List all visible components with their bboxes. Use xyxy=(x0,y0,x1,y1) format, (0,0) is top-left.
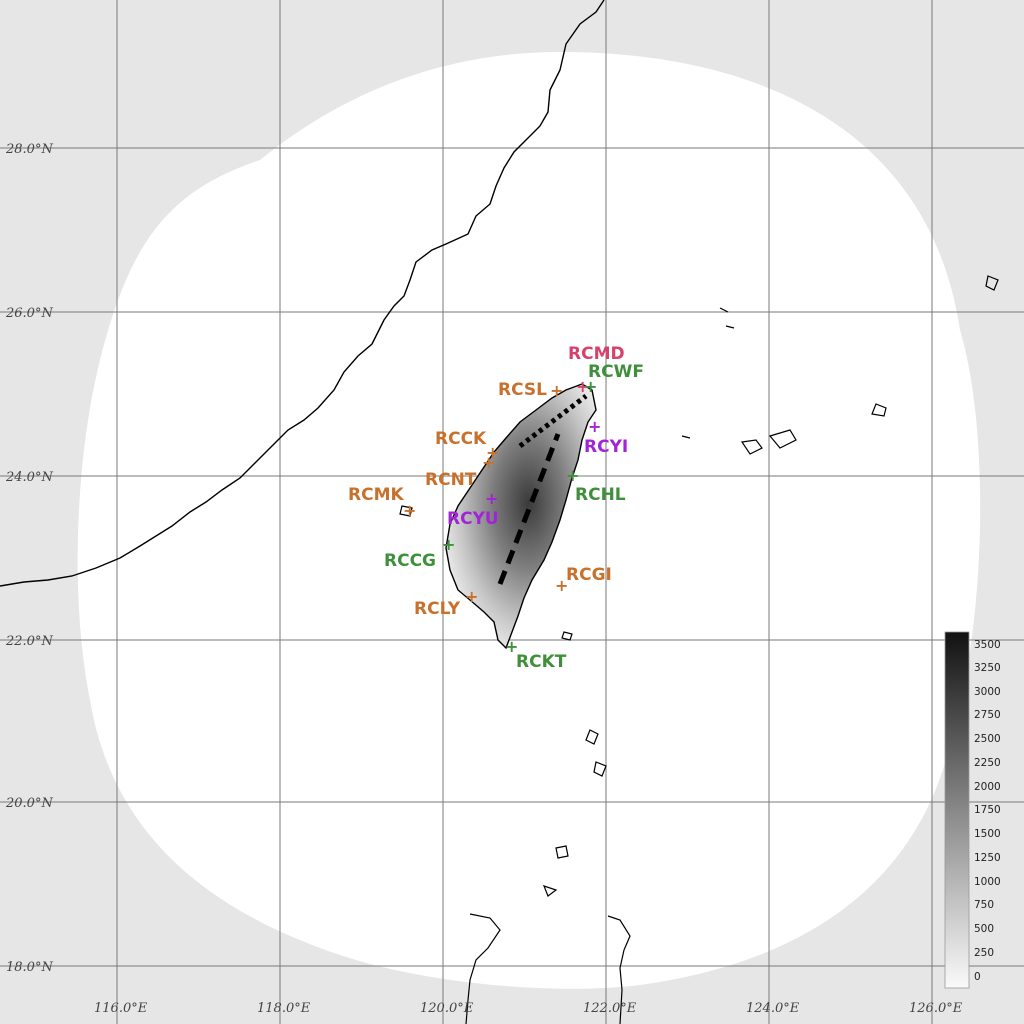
station-label-rcwf: RCWF xyxy=(588,362,644,382)
cb-tick-0: 0 xyxy=(974,971,981,983)
station-markers: RCMD + RCWF + RCSL + + RCYI RCCK + RCNT … xyxy=(348,344,644,672)
station-label-rckt: RCKT xyxy=(516,652,567,672)
lat-label-28: 28.0°N xyxy=(5,142,53,157)
cb-tick-2750: 2750 xyxy=(974,709,1001,721)
station-label-rcnt: RCNT xyxy=(425,470,477,490)
station-label-rcck: RCCK xyxy=(435,429,487,449)
station-label-rcly: RCLY xyxy=(414,599,461,619)
lat-label-24: 24.0°N xyxy=(5,470,53,485)
cb-tick-2000: 2000 xyxy=(974,781,1001,793)
lon-label-122: 122.0°E xyxy=(583,1001,637,1016)
lat-label-20: 20.0°N xyxy=(5,796,53,811)
cb-tick-3250: 3250 xyxy=(974,662,1001,674)
station-marker-rchl: + xyxy=(566,466,579,485)
mainland-coastline xyxy=(0,0,605,587)
mainland-small-peninsula xyxy=(465,913,631,1024)
cb-tick-3000: 3000 xyxy=(974,686,1001,698)
station-marker-rcgi: + xyxy=(555,576,568,595)
cb-tick-250: 250 xyxy=(974,947,994,959)
station-label-rcsl: RCSL xyxy=(498,380,547,400)
cb-tick-2250: 2250 xyxy=(974,757,1001,769)
cb-tick-1750: 1750 xyxy=(974,804,1001,816)
station-marker-rccg: + xyxy=(442,535,455,554)
lon-label-116: 116.0°E xyxy=(94,1001,148,1016)
lon-label-124: 124.0°E xyxy=(746,1001,800,1016)
station-marker-rckt: + xyxy=(505,637,518,656)
station-label-rcyu: RCYU xyxy=(447,509,499,529)
cb-tick-500: 500 xyxy=(974,923,994,935)
station-marker-rcyu: + xyxy=(485,489,498,508)
latitude-labels: 28.0°N 26.0°N 24.0°N 22.0°N 20.0°N 18.0°… xyxy=(5,142,53,975)
ridge-line-central-dashed xyxy=(497,433,561,585)
station-marker-rcsl: + xyxy=(550,381,563,400)
lat-label-26: 26.0°N xyxy=(5,306,53,321)
station-marker-rcwf: + xyxy=(584,377,597,396)
station-marker-rcmd: + xyxy=(576,377,589,396)
ridge-line-north-dotted xyxy=(518,394,588,448)
lon-label-126: 126.0°E xyxy=(909,1001,963,1016)
elevation-colorbar: 3500 3250 3000 2750 2500 2250 2000 1750 … xyxy=(944,631,1001,989)
lon-label-118: 118.0°E xyxy=(257,1001,311,1016)
station-label-rcgi: RCGI xyxy=(566,565,612,585)
station-marker-rcly: + xyxy=(465,587,478,606)
cb-tick-2500: 2500 xyxy=(974,733,1001,745)
cb-tick-1500: 1500 xyxy=(974,828,1001,840)
lat-label-22: 22.0°N xyxy=(5,634,53,649)
cb-tick-750: 750 xyxy=(974,899,994,911)
station-label-rccg: RCCG xyxy=(384,551,436,571)
taiwan-island xyxy=(445,383,597,650)
cb-tick-1000: 1000 xyxy=(974,876,1001,888)
station-label-rcyi: RCYI xyxy=(584,437,628,457)
station-marker-rcck: + xyxy=(486,443,499,462)
station-marker-rcmk: + xyxy=(403,501,416,520)
longitude-labels: 116.0°E 118.0°E 120.0°E 122.0°E 124.0°E … xyxy=(94,1001,963,1016)
station-marker-rcyi: + xyxy=(588,417,601,436)
station-label-rcmd: RCMD xyxy=(568,344,625,364)
islands xyxy=(399,275,999,897)
lat-label-18: 18.0°N xyxy=(6,960,53,975)
station-label-rcmk: RCMK xyxy=(348,485,404,505)
cb-tick-1250: 1250 xyxy=(974,852,1001,864)
station-marker-rcnt: + xyxy=(482,453,495,472)
lon-label-120: 120.0°E xyxy=(420,1001,474,1016)
station-label-rchl: RCHL xyxy=(575,485,626,505)
cb-tick-3500: 3500 xyxy=(974,639,1001,651)
colorbar-tick-labels: 3500 3250 3000 2750 2500 2250 2000 1750 … xyxy=(974,639,1001,983)
